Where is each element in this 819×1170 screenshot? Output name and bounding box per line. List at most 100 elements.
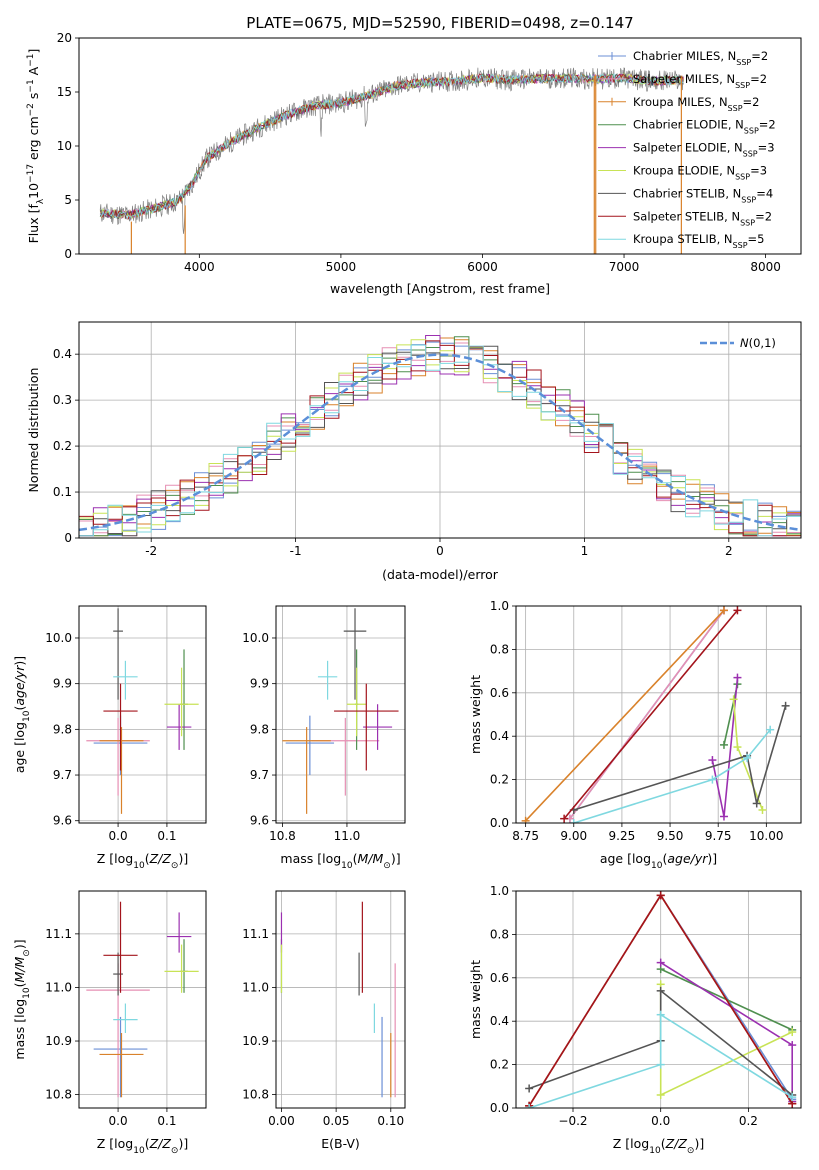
x-tick-label: 9.25: [609, 829, 636, 843]
y-tick-label: 11.0: [45, 980, 72, 994]
x-tick-label: 9.75: [705, 829, 732, 843]
x-tick-label: 0.0: [651, 1114, 670, 1128]
legend-label: Kroupa ELODIE, NSSP=3: [633, 164, 767, 182]
y-tick-label: 10.9: [242, 1034, 269, 1048]
x-tick-label: 2: [725, 544, 733, 558]
y-tick-label: 15: [57, 85, 72, 99]
legend-label: N(0,1): [740, 336, 776, 350]
x-tick-label: −0.2: [558, 1114, 587, 1128]
errorbar-salpeter-stelib: [103, 901, 138, 993]
errorbar-kroupa-elodie: [164, 944, 199, 993]
series-kroupa-elodie: [729, 695, 767, 814]
x-axis-label: E(B-V): [321, 1136, 360, 1151]
y-tick-label: 11.1: [242, 927, 269, 941]
y-tick-label: 9.8: [250, 722, 269, 736]
x-axis-label: Z [log10(Z/Z⊙)]: [97, 851, 188, 871]
plot-area: [521, 606, 790, 823]
x-axis-label: age [log10(age/yr)]: [600, 851, 717, 871]
y-tick-label: 0.4: [490, 729, 509, 743]
plot-area: [99, 67, 684, 254]
y-tick-label: 11.0: [242, 980, 269, 994]
x-axis-label: Z [log10(Z/Z⊙)]: [613, 1136, 704, 1156]
x-tick-label: 5000: [326, 260, 357, 274]
errorbar-salpeter-stelib: [334, 683, 399, 771]
model-kroupa-stelib: [99, 72, 684, 220]
legend: Chabrier MILES, NSSP=2 Salpeter MILES, NS…: [598, 49, 776, 250]
y-tick-label: 0.2: [490, 1058, 509, 1072]
errorbar-chabrier-stelib: [113, 952, 123, 996]
errorbar-kroupa-stelib: [113, 660, 138, 700]
y-tick-label: 0.4: [53, 347, 72, 361]
y-tick-label: 0.3: [53, 393, 72, 407]
series-salpeter-miles: [565, 606, 728, 823]
x-tick-label: 7000: [609, 260, 640, 274]
x-tick-label: 0.1: [157, 1114, 176, 1128]
x-tick-label: 0: [436, 544, 444, 558]
x-tick-label: 11.0: [334, 829, 361, 843]
y-tick-label: 10.0: [45, 631, 72, 645]
errorbar-kroupa-elodie: [346, 667, 367, 737]
gaussian-curve: [79, 353, 801, 532]
series-kroupa-stelib: [525, 1010, 797, 1108]
axes-weight-vs-age: 8.75 9.00 9.25 9.50 9.75 10.00 0.0 0.2 0.4 0.6 0.8…: [468, 599, 802, 871]
x-tick-label: 0.0: [109, 1114, 128, 1128]
y-tick-label: 1.0: [490, 599, 509, 613]
y-tick-label: 0: [64, 247, 72, 261]
x-tick-label: 9.00: [560, 829, 587, 843]
errorbar-chabrier-miles: [93, 1016, 148, 1098]
axes-frame: [275, 890, 406, 1109]
y-tick-label: 0.2: [490, 773, 509, 787]
y-tick-label: 0.0: [490, 816, 509, 830]
x-axis-label: wavelength [Angstrom, rest frame]: [330, 281, 550, 296]
x-tick-label: 0.05: [323, 1114, 350, 1128]
y-tick-label: 11.1: [45, 927, 72, 941]
y-tick-label: 9.6: [250, 814, 269, 828]
y-tick-label: 9.7: [53, 768, 72, 782]
y-tick-label: 9.9: [53, 677, 72, 691]
errorbar-chabrier-stelib: [113, 608, 123, 700]
x-tick-label: 10.00: [749, 829, 783, 843]
x-tick-label: 0.00: [268, 1114, 295, 1128]
y-axis-label: Flux [fλ10−17 erg cm−2 s−1 A−1]: [26, 49, 46, 244]
series-line: [573, 705, 787, 811]
y-tick-label: 5: [64, 193, 72, 207]
plot-area: [86, 901, 199, 1098]
y-tick-label: 0.8: [490, 642, 509, 656]
plot-area: [525, 891, 797, 1108]
axes-frame: [78, 890, 207, 1109]
y-tick-label: 1.0: [490, 884, 509, 898]
errorbar-kroupa-miles: [99, 727, 144, 814]
axes-age-vs-mass: 10.8 11.0 9.6 9.7 9.8 9.9 10.0 mass [log10(M/M⊙…: [242, 605, 406, 871]
errorbar-kroupa-miles: [282, 727, 331, 814]
series-line: [563, 609, 739, 820]
y-tick-label: 10: [57, 139, 72, 153]
y-tick-label: 10.0: [242, 631, 269, 645]
plot-area: [86, 608, 199, 814]
series-line: [528, 1013, 793, 1108]
y-axis-label: mass weight: [468, 675, 483, 754]
axes-frame: [515, 605, 802, 824]
y-axis-label: Normed distribution: [26, 368, 41, 493]
axes-age-vs-Z: 0.0 0.1 9.6 9.7 9.8 9.9 10.0 Z [log10(Z/Z⊙)] age…: [12, 605, 207, 871]
errorbar-kroupa-elodie: [164, 667, 199, 737]
y-tick-label: 0.4: [490, 1014, 509, 1028]
series-chabrier-elodie: [719, 680, 742, 749]
x-tick-label: 0.1: [157, 829, 176, 843]
legend: N(0,1): [700, 336, 776, 350]
errorbar-kroupa-stelib: [113, 1003, 138, 1033]
plot-area: [79, 335, 801, 537]
x-tick-label: 4000: [184, 260, 215, 274]
axes-frame: [78, 605, 207, 824]
legend-label: Kroupa STELIB, NSSP=5: [633, 232, 764, 250]
figure-title: PLATE=0675, MJD=52590, FIBERID=0498, z=0…: [246, 14, 633, 32]
errorbar-kroupa-stelib: [317, 660, 338, 700]
y-tick-label: 0.2: [53, 439, 72, 453]
y-tick-label: 0.1: [53, 485, 72, 499]
legend-label: Chabrier STELIB, NSSP=4: [633, 186, 773, 204]
errorbar-salpeter-elodie: [166, 704, 192, 750]
y-tick-label: 9.6: [53, 814, 72, 828]
series-salpeter-elodie: [656, 958, 797, 1106]
y-tick-label: 0: [64, 531, 72, 545]
series-kroupa-miles: [521, 606, 728, 823]
x-tick-label: 0.10: [377, 1114, 404, 1128]
